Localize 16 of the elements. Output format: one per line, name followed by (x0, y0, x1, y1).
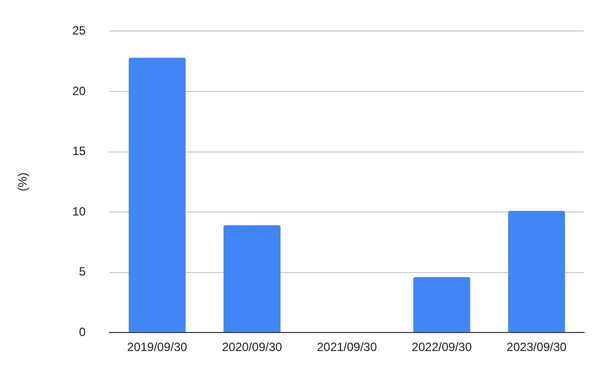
y-tick-label: 5 (79, 264, 86, 279)
x-tick-label: 2021/09/30 (316, 340, 378, 354)
bar (128, 58, 186, 332)
y-tick-label: 10 (72, 204, 86, 218)
bar (508, 210, 566, 332)
y-tick-label: 0 (79, 324, 86, 339)
y-tick-label: 25 (72, 24, 86, 38)
bar (413, 277, 470, 332)
y-tick-label: 15 (72, 144, 86, 158)
x-tick-label: 2023/09/30 (506, 340, 567, 354)
bar (224, 225, 280, 332)
x-tick-label: 2019/09/30 (127, 340, 188, 354)
x-tick-label: 2020/09/30 (222, 340, 282, 354)
y-axis-title: (%) (16, 172, 30, 192)
x-tick-label: 2022/09/30 (412, 340, 472, 354)
y-tick-label: 20 (72, 84, 86, 98)
